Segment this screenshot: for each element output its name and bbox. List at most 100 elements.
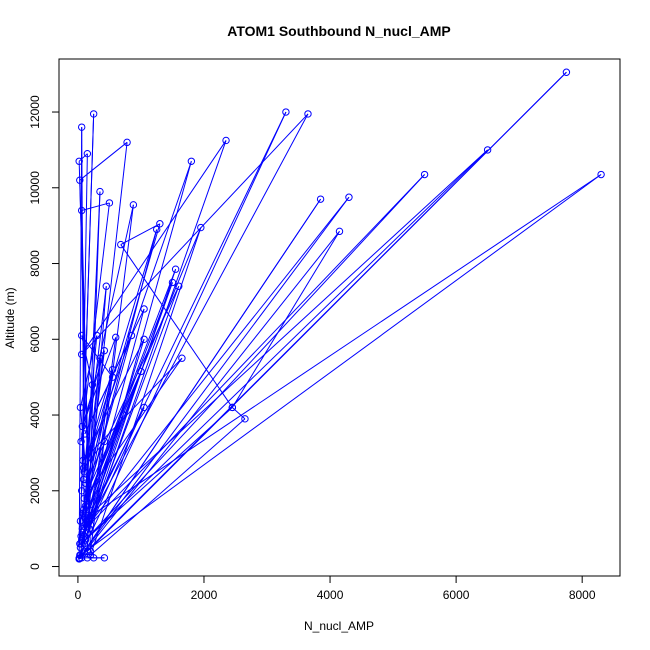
y-tick-label: 12000 (28, 95, 42, 129)
data-point (78, 524, 87, 533)
data-point (80, 532, 88, 540)
series-segment (82, 282, 173, 514)
series-segment (78, 161, 90, 529)
data-point (85, 524, 93, 533)
x-tick-label: 6000 (443, 588, 470, 602)
data-point (228, 403, 237, 412)
data-point (86, 521, 95, 529)
data-point (86, 547, 95, 556)
y-tick-label: 2000 (28, 477, 42, 504)
y-tick-label: 6000 (28, 326, 42, 353)
series-segment (83, 335, 98, 480)
data-point (79, 517, 87, 525)
data-point (178, 354, 186, 362)
series-segment (79, 231, 340, 559)
data-point (81, 513, 89, 521)
data-point (77, 536, 86, 544)
series-segment (81, 196, 350, 533)
data-point (108, 365, 117, 374)
series-segment (81, 282, 173, 541)
data-point (102, 282, 110, 290)
series-points (75, 68, 605, 563)
data-point (96, 354, 104, 362)
series-segment (85, 149, 488, 541)
x-tick-label: 8000 (569, 588, 596, 602)
data-point (222, 136, 230, 145)
data-point (304, 110, 312, 118)
data-point (79, 464, 88, 472)
data-point (137, 367, 145, 376)
x-tick-label: 2000 (191, 588, 218, 602)
data-point (483, 146, 492, 154)
data-point (100, 346, 109, 355)
series-segment (83, 371, 142, 499)
data-point (81, 479, 90, 487)
x-axis: 0 2000 4000 6000 8000 (75, 575, 596, 602)
data-point (77, 123, 86, 131)
data-point (241, 415, 249, 423)
data-point (77, 350, 86, 359)
series-segment (83, 196, 350, 552)
series-segment (90, 418, 246, 556)
data-point (78, 528, 87, 537)
series-segment (81, 153, 88, 491)
data-point (77, 331, 86, 340)
data-point (562, 68, 571, 76)
data-point (76, 176, 84, 184)
series-segment (82, 357, 183, 461)
data-point (81, 430, 89, 438)
data-point (112, 333, 120, 342)
series-segment (79, 141, 128, 181)
series-segment (120, 244, 233, 408)
data-point (85, 506, 93, 514)
data-point (316, 195, 325, 203)
series-segment (82, 149, 488, 522)
data-point (140, 305, 148, 313)
chart-title: ATOM1 Southbound N_nucl_AMP (227, 23, 450, 39)
data-point (83, 149, 92, 158)
data-point (77, 437, 85, 446)
data-point (597, 170, 605, 179)
y-axis-title: Altitude (m) (3, 287, 17, 348)
series-segment (81, 113, 95, 491)
data-point (96, 187, 104, 196)
series-segment (78, 153, 88, 162)
data-point (88, 381, 97, 389)
data-point (197, 223, 205, 232)
series-segment (80, 113, 309, 537)
data-point (79, 509, 87, 518)
data-point (123, 138, 131, 147)
series-segment (78, 71, 567, 559)
data-point (76, 543, 85, 552)
data-point (105, 199, 114, 207)
x-tick-label: 4000 (317, 588, 344, 602)
data-point (76, 517, 85, 525)
series-segment (232, 407, 246, 420)
plot-area-frame (58, 58, 621, 577)
series-segment (81, 335, 93, 385)
series-segment (90, 227, 202, 556)
data-point (108, 373, 117, 381)
data-point (100, 437, 109, 446)
y-tick-label: 8000 (28, 250, 42, 277)
series-segment (88, 161, 192, 529)
data-point (187, 157, 196, 165)
data-point (80, 494, 88, 503)
series-segment (79, 198, 322, 559)
data-point (140, 335, 148, 343)
data-point (153, 225, 161, 234)
data-point (80, 540, 88, 548)
data-point (75, 157, 83, 165)
series-segment (81, 113, 309, 355)
series-segment (79, 335, 132, 522)
series-segment (81, 140, 227, 355)
data-point (81, 502, 90, 510)
x-tick-label: 0 (75, 588, 82, 602)
series-segment (82, 174, 602, 522)
data-point (80, 468, 88, 476)
series-segment (80, 111, 287, 537)
data-point (156, 220, 164, 228)
data-point (78, 422, 87, 431)
data-point (83, 554, 92, 562)
